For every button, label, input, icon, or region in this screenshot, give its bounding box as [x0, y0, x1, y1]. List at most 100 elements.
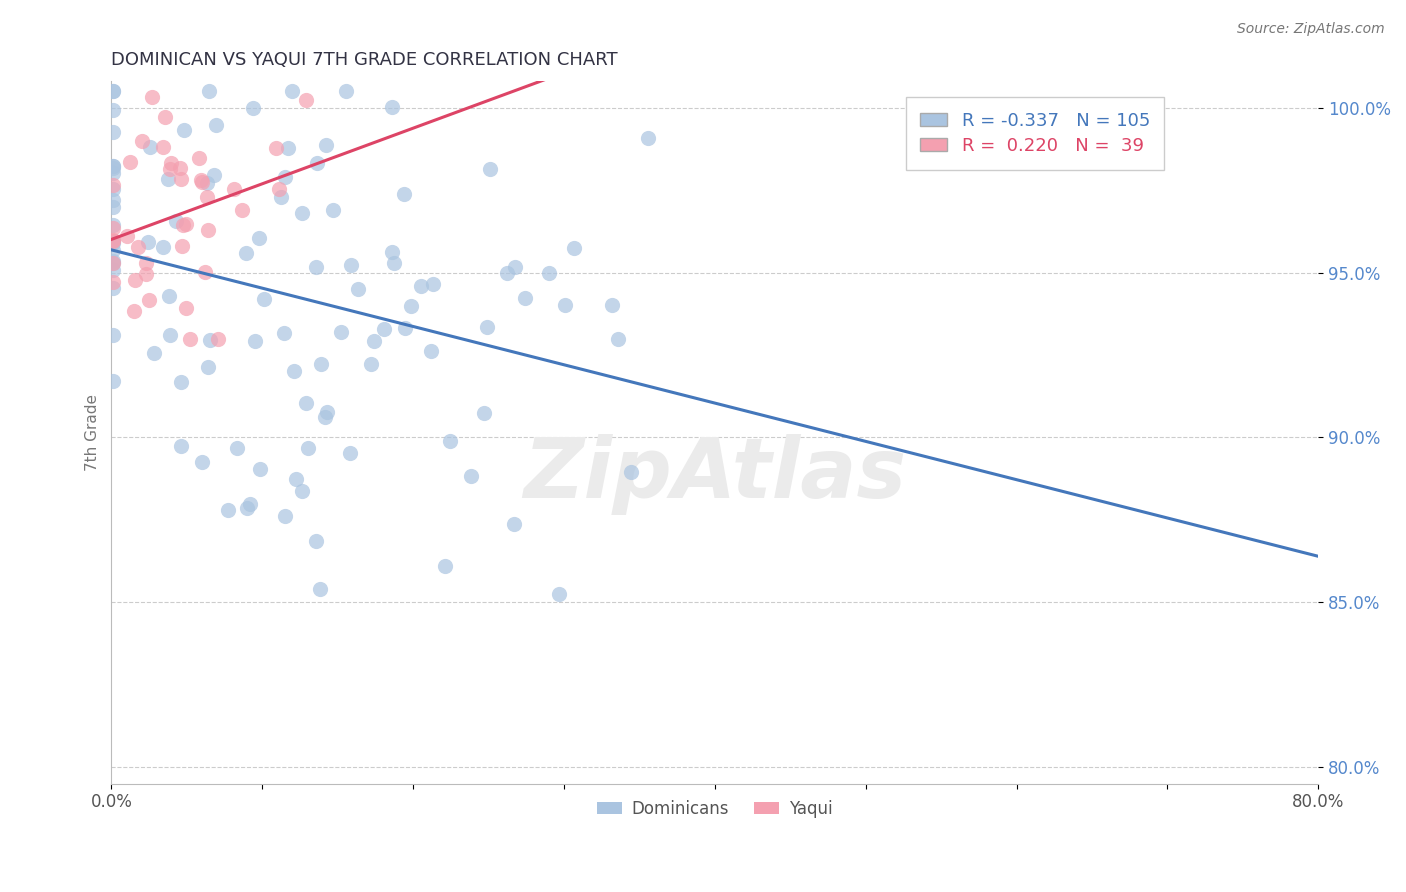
Point [101, 200, 124, 214]
Point [197, 360, 219, 375]
Point [562, 241, 585, 255]
Text: DOMINICAN VS YAQUI 7TH GRADE CORRELATION CHART: DOMINICAN VS YAQUI 7TH GRADE CORRELATION… [111, 51, 619, 69]
Point [382, 256, 405, 270]
Text: ZipAtlas: ZipAtlas [523, 434, 907, 516]
Point [439, 434, 461, 449]
Point [122, 303, 145, 318]
Point [231, 202, 253, 217]
Point [264, 141, 287, 155]
Point [274, 169, 297, 184]
Point [101, 221, 124, 235]
Point [547, 587, 569, 601]
Point [101, 193, 124, 207]
Point [291, 206, 314, 220]
Point [101, 234, 124, 248]
Point [101, 159, 124, 173]
Point [101, 166, 124, 180]
Point [135, 256, 157, 270]
Point [495, 266, 517, 280]
Point [101, 182, 124, 196]
Point [101, 218, 124, 232]
Point [101, 234, 124, 248]
Point [195, 176, 218, 190]
Point [101, 374, 124, 388]
Point [135, 268, 157, 282]
Point [159, 327, 181, 342]
Point [101, 327, 124, 342]
Point [433, 559, 456, 574]
Point [316, 405, 339, 419]
Point [101, 84, 124, 98]
Point [479, 162, 502, 177]
Point [153, 110, 176, 124]
Point [475, 320, 498, 334]
Point [190, 173, 212, 187]
Point [101, 243, 124, 257]
Point [152, 140, 174, 154]
Point [174, 301, 197, 315]
Point [277, 141, 299, 155]
Point [308, 582, 330, 596]
Point [472, 406, 495, 420]
Point [139, 140, 162, 154]
Point [101, 84, 124, 98]
Y-axis label: 7th Grade: 7th Grade [86, 394, 100, 471]
Point [347, 282, 370, 296]
Point [253, 292, 276, 306]
Point [239, 497, 262, 511]
Point [205, 118, 228, 132]
Point [322, 203, 344, 218]
Point [314, 409, 336, 424]
Point [191, 175, 214, 189]
Point [101, 276, 124, 290]
Point [187, 151, 209, 165]
Point [285, 472, 308, 486]
Point [169, 172, 191, 186]
Point [172, 239, 194, 253]
Point [101, 103, 124, 117]
Point [538, 266, 561, 280]
Point [159, 162, 181, 177]
Point [101, 235, 124, 250]
Point [194, 265, 217, 279]
Point [131, 134, 153, 148]
Point [195, 190, 218, 204]
Point [607, 333, 630, 347]
Point [330, 325, 353, 339]
Point [291, 483, 314, 498]
Point [339, 445, 361, 459]
Point [143, 346, 166, 360]
Point [515, 291, 537, 305]
Point [274, 509, 297, 524]
Point [420, 344, 443, 359]
Point [127, 240, 149, 254]
Point [101, 256, 124, 270]
Point [269, 182, 291, 196]
Point [315, 138, 337, 153]
Point [141, 90, 163, 104]
Point [101, 281, 124, 295]
Point [297, 442, 319, 456]
Point [295, 396, 318, 410]
Point [165, 213, 187, 227]
Point [152, 240, 174, 254]
Point [273, 326, 295, 341]
Point [172, 219, 194, 233]
Point [305, 260, 328, 274]
Point [101, 262, 124, 277]
Point [173, 122, 195, 136]
Point [101, 178, 124, 192]
Point [236, 500, 259, 515]
Point [340, 259, 363, 273]
Point [270, 190, 292, 204]
Point [138, 293, 160, 307]
Point [197, 223, 219, 237]
Point [335, 84, 357, 98]
Point [235, 246, 257, 260]
Point [363, 334, 385, 348]
Point [226, 442, 249, 456]
Text: Source: ZipAtlas.com: Source: ZipAtlas.com [1237, 22, 1385, 37]
Point [460, 469, 482, 483]
Point [373, 322, 395, 336]
Point [174, 217, 197, 231]
